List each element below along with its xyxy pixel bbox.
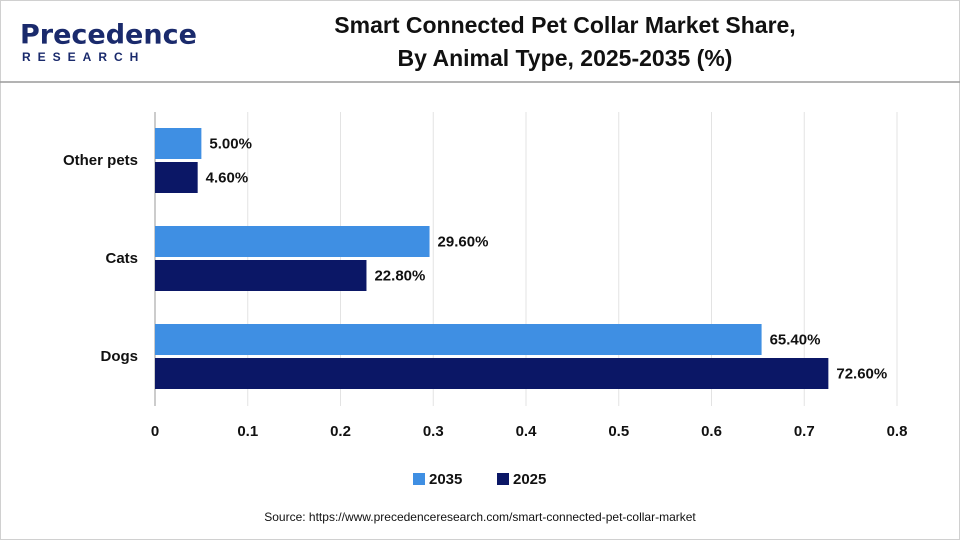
bar [155, 324, 762, 355]
bar [155, 162, 198, 193]
x-tick-label: 0.8 [887, 423, 908, 440]
data-label: 5.00% [209, 135, 252, 152]
brand-name: Precedence [20, 20, 197, 51]
y-tick-label: Cats [105, 250, 138, 267]
x-tick-label: 0.6 [701, 423, 722, 440]
brand-tagline: RESEARCH [22, 50, 145, 64]
data-label: 72.60% [836, 365, 887, 382]
y-tick-label: Dogs [101, 348, 139, 365]
bar [155, 128, 202, 159]
x-tick-label: 0.3 [423, 423, 444, 440]
bar [155, 226, 430, 257]
bar [155, 358, 829, 389]
y-tick-label: Other pets [63, 152, 138, 169]
source-note: Source: https://www.precedenceresearch.c… [264, 510, 696, 524]
chart-title: Smart Connected Pet Collar Market Share, [334, 12, 795, 38]
x-tick-label: 0.4 [516, 423, 538, 440]
chart-title: By Animal Type, 2025-2035 (%) [398, 45, 733, 71]
data-label: 65.40% [770, 331, 821, 348]
x-tick-label: 0.5 [608, 423, 629, 440]
legend-swatch [413, 473, 425, 485]
x-tick-label: 0.2 [330, 423, 351, 440]
data-label: 29.60% [438, 233, 489, 250]
data-label: 22.80% [374, 267, 425, 284]
x-tick-label: 0.1 [237, 423, 258, 440]
x-tick-label: 0 [151, 423, 159, 440]
data-label: 4.60% [206, 169, 249, 186]
x-tick-label: 0.7 [794, 423, 815, 440]
legend-label: 2025 [513, 471, 546, 488]
legend-label: 2035 [429, 471, 462, 488]
legend-swatch [497, 473, 509, 485]
bar [155, 260, 367, 291]
